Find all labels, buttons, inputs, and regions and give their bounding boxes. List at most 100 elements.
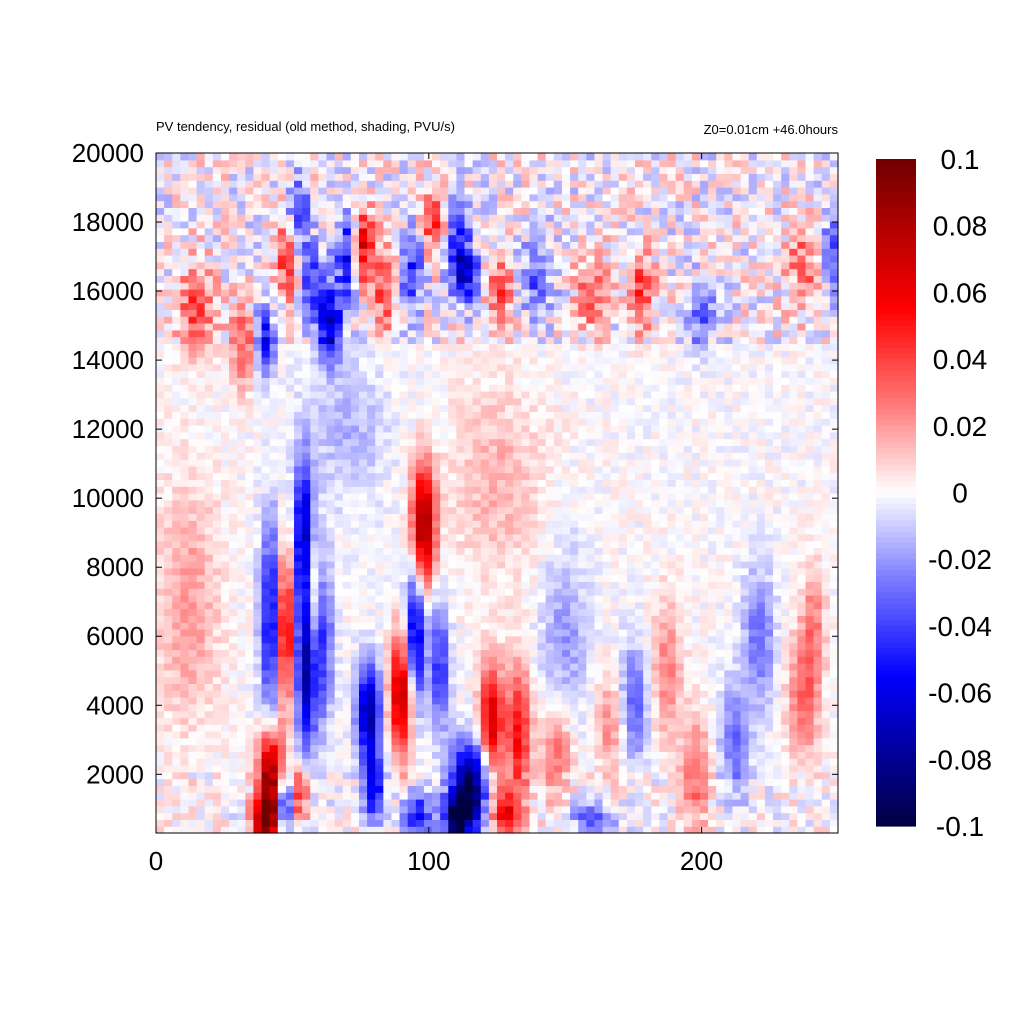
heatmap-cell [172, 499, 181, 508]
heatmap-cell [164, 465, 173, 474]
heatmap-cell [196, 799, 206, 807]
heatmap-cell [829, 581, 839, 589]
heatmap-cell [756, 731, 766, 739]
heatmap-cell [156, 588, 165, 596]
heatmap-cell [229, 819, 238, 827]
heatmap-cell [448, 513, 458, 521]
heatmap-cell [667, 656, 677, 664]
heatmap-cell [448, 771, 458, 780]
heatmap-cell [415, 703, 425, 712]
heatmap-cell [813, 540, 823, 548]
heatmap-cell [237, 465, 246, 474]
heatmap-cell [683, 635, 693, 644]
heatmap-cell [423, 588, 433, 596]
heatmap-cell [334, 431, 344, 440]
heatmap-cell [691, 778, 701, 786]
heatmap-cell [691, 635, 701, 644]
heatmap-cell [212, 445, 222, 453]
heatmap-cell [513, 703, 522, 712]
heatmap-cell [813, 731, 823, 739]
heatmap-cell [480, 622, 490, 630]
heatmap-cell [675, 676, 685, 684]
heatmap-cell [269, 574, 279, 582]
heatmap-cell [480, 642, 490, 650]
heatmap-cell [781, 574, 790, 582]
heatmap-cell [659, 547, 669, 555]
heatmap-cell [440, 527, 449, 535]
heatmap-cell [675, 527, 685, 535]
heatmap-cell [740, 724, 750, 732]
heatmap-cell [229, 465, 238, 474]
heatmap-cell [285, 615, 295, 623]
heatmap-cell [708, 452, 717, 460]
heatmap-cell [245, 493, 255, 501]
heatmap-cell [432, 540, 441, 548]
heatmap-cell [643, 799, 652, 807]
heatmap-cell [464, 615, 474, 623]
heatmap-cell [302, 493, 311, 501]
heatmap-cell [716, 819, 725, 827]
heatmap-cell [708, 697, 717, 705]
heatmap-cell [708, 438, 717, 446]
heatmap-cell [756, 703, 766, 712]
heatmap-cell [172, 588, 181, 596]
heatmap-cell [659, 703, 669, 712]
heatmap-cell [594, 431, 604, 440]
heatmap-cell [383, 683, 393, 691]
heatmap-cell [480, 826, 490, 834]
heatmap-cell [285, 649, 295, 657]
heatmap-cell [212, 608, 222, 616]
heatmap-cell [375, 615, 384, 623]
heatmap-cell [570, 812, 579, 820]
heatmap-cell [667, 690, 677, 698]
heatmap-cell [188, 431, 198, 440]
heatmap-cell [220, 805, 230, 814]
heatmap-cell [813, 567, 823, 576]
heatmap-cell [440, 656, 449, 664]
heatmap-cell [358, 472, 368, 480]
heatmap-cell [310, 663, 319, 671]
heatmap-cell [423, 656, 433, 664]
heatmap-cell [497, 499, 506, 508]
heatmap-cell [156, 669, 165, 678]
heatmap-cell [367, 629, 376, 637]
heatmap-cell [302, 459, 311, 467]
heatmap-cell [716, 588, 725, 596]
heatmap-cell [740, 595, 750, 603]
heatmap-cell [561, 744, 571, 752]
heatmap-cell [220, 540, 230, 548]
heatmap-cell [675, 547, 685, 555]
heatmap-cell [342, 465, 352, 474]
heatmap-cell [310, 724, 319, 732]
heatmap-cell [269, 751, 279, 759]
heatmap-cell [423, 690, 433, 698]
heatmap-cell [237, 819, 246, 827]
heatmap-cell [472, 601, 482, 610]
heatmap-cell [781, 588, 790, 596]
heatmap-cell [667, 785, 677, 793]
heatmap-cell [708, 431, 717, 440]
heatmap-cell [643, 554, 652, 562]
heatmap-cell [188, 506, 198, 514]
heatmap-cell [505, 431, 514, 440]
heatmap-cell [675, 785, 685, 793]
heatmap-cell [578, 513, 587, 521]
heatmap-cell [805, 731, 815, 739]
heatmap-cell [448, 588, 458, 596]
heatmap-cell [204, 595, 214, 603]
heatmap-cell [261, 663, 271, 671]
heatmap-cell [237, 778, 246, 786]
heatmap-cell [375, 629, 384, 637]
heatmap-cell [578, 581, 587, 589]
heatmap-cell [440, 731, 449, 739]
heatmap-cell [448, 567, 458, 576]
heatmap-cell [561, 819, 571, 827]
heatmap-cell [521, 533, 531, 542]
heatmap-cell [407, 799, 417, 807]
heatmap-cell [318, 601, 328, 610]
heatmap-cell [626, 506, 636, 514]
heatmap-cell [521, 642, 531, 650]
heatmap-cell [699, 608, 709, 616]
heatmap-cell [529, 567, 539, 576]
heatmap-cell [440, 520, 449, 528]
